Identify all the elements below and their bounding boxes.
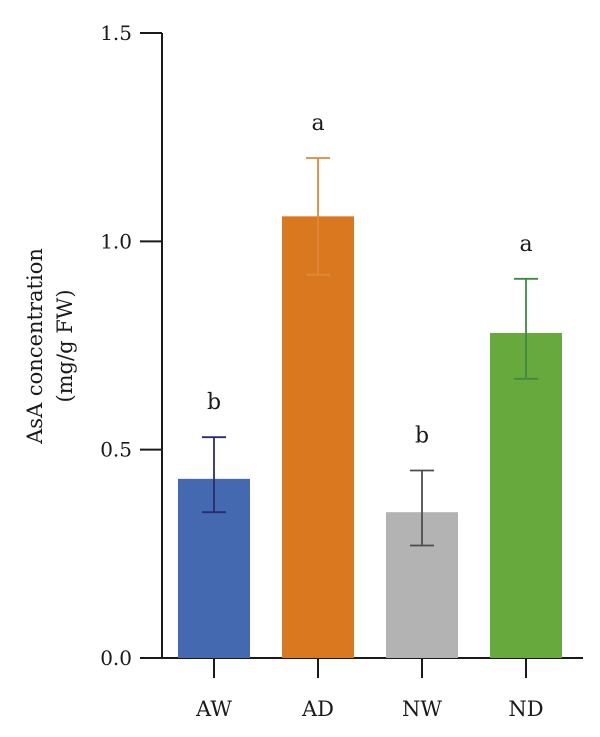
y-tick-label: 0.5 — [100, 438, 132, 462]
x-tick-label-ad: AD — [301, 697, 334, 721]
bars-group — [178, 216, 562, 659]
y-axis-title: AsA concentration (mg/g FW) — [23, 248, 77, 445]
y-tick-label: 0.0 — [100, 646, 132, 670]
y-tick-label: 1.0 — [100, 229, 132, 253]
bar-nd — [490, 333, 562, 658]
x-tick-label-aw: AW — [195, 697, 232, 721]
error-bars-group — [202, 157, 538, 547]
significance-label-ad: a — [311, 111, 324, 136]
y-axis-title-line1: AsA concentration — [23, 248, 47, 445]
bar-ad — [282, 216, 354, 659]
x-tick-label-nd: ND — [508, 697, 543, 721]
significance-labels-group: b a b a — [207, 111, 533, 449]
x-tick-label-nw: NW — [402, 697, 442, 721]
x-axis — [162, 657, 583, 678]
significance-label-nd: a — [519, 232, 532, 257]
significance-label-aw: b — [207, 390, 221, 415]
category-labels-group: AW AD NW ND — [195, 697, 544, 721]
y-axis: 0.0 0.5 1.0 1.5 — [100, 21, 163, 670]
y-axis-title-line2: (mg/g FW) — [53, 289, 77, 402]
significance-label-nw: b — [415, 424, 429, 449]
y-tick-label: 1.5 — [100, 21, 132, 45]
